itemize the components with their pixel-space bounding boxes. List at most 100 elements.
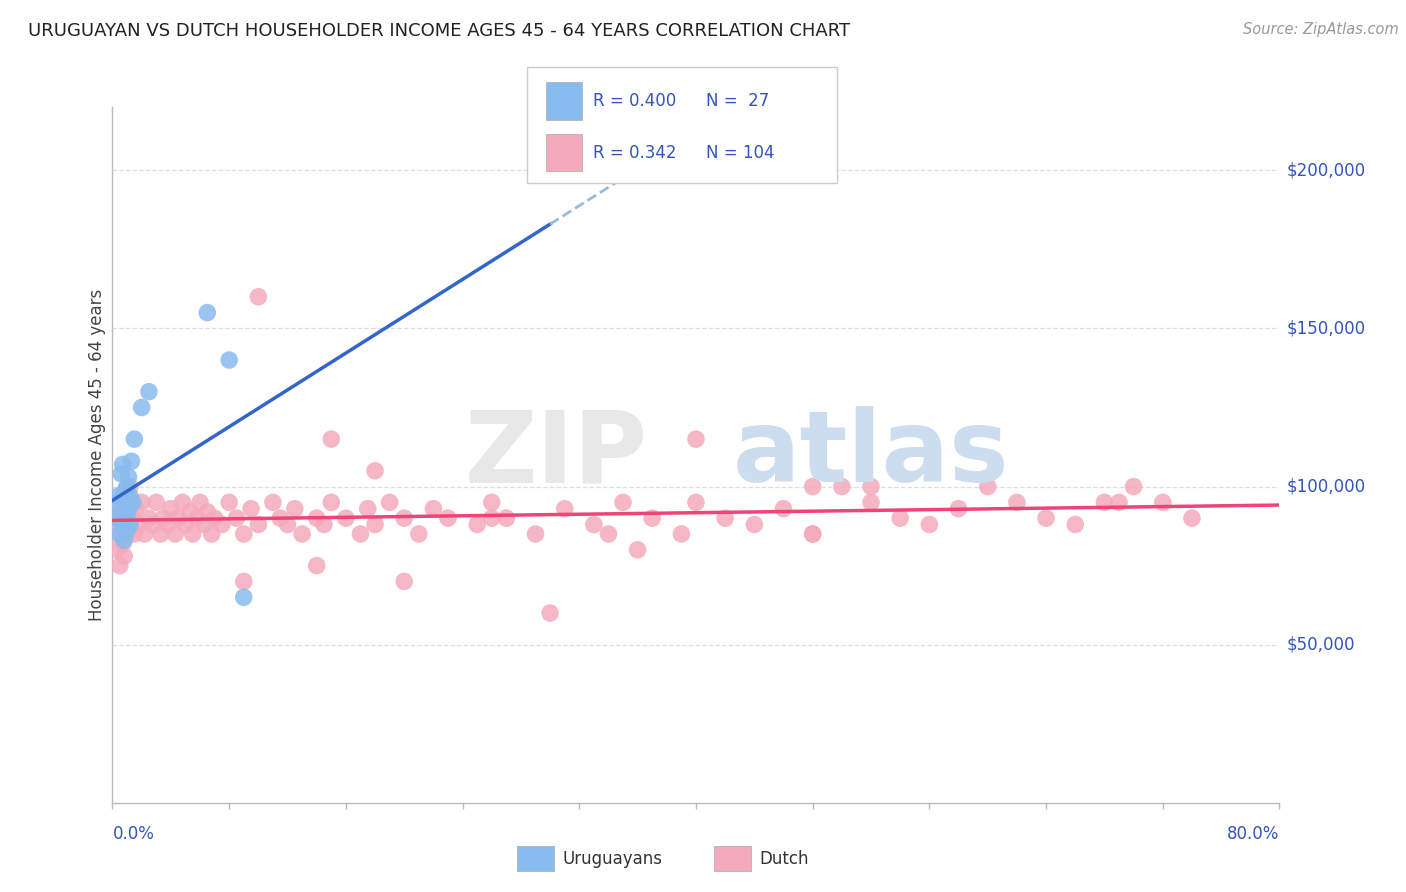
Point — [889, 511, 911, 525]
Point — [335, 511, 357, 525]
Point — [437, 511, 460, 525]
Point — [685, 432, 707, 446]
Point — [115, 508, 138, 522]
Y-axis label: Householder Income Ages 45 - 64 years: Householder Income Ages 45 - 64 years — [87, 289, 105, 621]
Point — [165, 527, 187, 541]
Point — [120, 454, 142, 468]
Text: $150,000: $150,000 — [1286, 319, 1365, 337]
Point — [392, 574, 416, 589]
Point — [118, 479, 141, 493]
Point — [801, 527, 824, 541]
Point — [422, 501, 444, 516]
Point — [122, 511, 145, 525]
Point — [321, 432, 343, 446]
Point — [626, 542, 648, 557]
Point — [1108, 495, 1130, 509]
Text: R = 0.342: R = 0.342 — [593, 144, 676, 161]
Point — [481, 495, 503, 509]
Point — [117, 517, 139, 532]
Point — [801, 527, 824, 541]
Point — [112, 495, 135, 509]
Point — [772, 501, 794, 516]
Point — [201, 527, 224, 541]
Point — [108, 558, 131, 573]
Text: $50,000: $50,000 — [1286, 636, 1355, 654]
Point — [204, 511, 226, 525]
Point — [167, 511, 190, 525]
Point — [685, 495, 707, 509]
Point — [948, 501, 970, 516]
Point — [378, 495, 401, 509]
Point — [538, 606, 561, 620]
Text: atlas: atlas — [733, 407, 1010, 503]
Point — [408, 527, 430, 541]
Point — [152, 511, 174, 525]
Text: $100,000: $100,000 — [1286, 477, 1365, 496]
Point — [107, 489, 129, 503]
Point — [918, 517, 941, 532]
Point — [269, 511, 291, 525]
Point — [115, 524, 138, 538]
Text: R = 0.400: R = 0.400 — [593, 92, 676, 110]
Text: N = 104: N = 104 — [706, 144, 775, 161]
Text: 80.0%: 80.0% — [1227, 825, 1279, 843]
Point — [110, 467, 132, 481]
Point — [138, 511, 160, 525]
Point — [181, 527, 204, 541]
Point — [392, 511, 416, 525]
Point — [641, 511, 664, 525]
Point — [112, 505, 135, 519]
Point — [131, 495, 153, 509]
Point — [134, 527, 156, 541]
Point — [211, 517, 233, 532]
Point — [174, 517, 197, 532]
Point — [524, 527, 547, 541]
Point — [105, 511, 128, 525]
Text: URUGUAYAN VS DUTCH HOUSEHOLDER INCOME AGES 45 - 64 YEARS CORRELATION CHART: URUGUAYAN VS DUTCH HOUSEHOLDER INCOME AG… — [28, 22, 851, 40]
Point — [172, 495, 194, 509]
Point — [117, 501, 139, 516]
Text: 0.0%: 0.0% — [112, 825, 155, 843]
Point — [114, 483, 136, 497]
Point — [142, 517, 165, 532]
Point — [364, 464, 387, 478]
Point — [976, 479, 998, 493]
Point — [1181, 511, 1204, 525]
Point — [112, 549, 135, 563]
Point — [125, 501, 148, 516]
Point — [108, 501, 131, 516]
Text: N =  27: N = 27 — [706, 92, 769, 110]
Point — [305, 511, 328, 525]
Point — [612, 495, 634, 509]
Point — [801, 479, 824, 493]
Point — [115, 501, 138, 516]
Point — [156, 517, 179, 532]
Point — [108, 527, 131, 541]
Point — [179, 505, 201, 519]
Point — [305, 558, 328, 573]
Point — [240, 501, 263, 516]
Point — [111, 536, 134, 550]
Point — [114, 511, 136, 525]
Point — [115, 527, 138, 541]
Point — [107, 527, 129, 541]
Point — [582, 517, 605, 532]
Text: Uruguayans: Uruguayans — [562, 849, 662, 868]
Point — [110, 517, 132, 532]
Point — [138, 384, 160, 399]
Point — [321, 495, 343, 509]
Point — [262, 495, 284, 509]
Point — [115, 479, 138, 493]
Point — [193, 517, 215, 532]
Point — [110, 492, 132, 507]
Point — [465, 517, 488, 532]
Point — [1005, 495, 1028, 509]
Point — [108, 505, 131, 519]
Text: ZIP: ZIP — [464, 407, 647, 503]
Point — [364, 517, 387, 532]
Point — [195, 505, 218, 519]
Point — [495, 511, 517, 525]
Point — [349, 527, 371, 541]
Point — [111, 458, 134, 472]
Point — [247, 290, 270, 304]
